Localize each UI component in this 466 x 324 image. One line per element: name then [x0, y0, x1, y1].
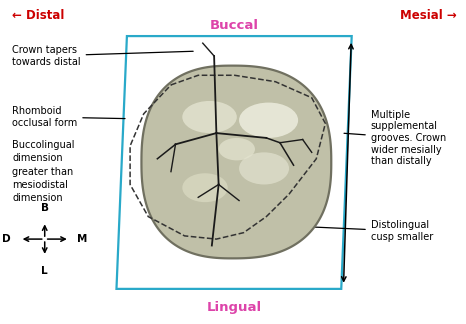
Text: D: D: [2, 234, 11, 244]
Text: ← Distal: ← Distal: [12, 9, 64, 22]
Text: B: B: [41, 203, 49, 214]
Ellipse shape: [239, 103, 298, 138]
Ellipse shape: [182, 173, 228, 202]
Text: L: L: [41, 266, 48, 276]
Text: M: M: [76, 234, 87, 244]
Text: Buccal: Buccal: [210, 19, 259, 32]
Text: Buccolingual
dimension
greater than
mesiodistal
dimension: Buccolingual dimension greater than mesi…: [12, 140, 75, 203]
Text: Rhomboid
occlusal form: Rhomboid occlusal form: [12, 106, 125, 128]
Ellipse shape: [219, 138, 255, 160]
Text: Crown tapers
towards distal: Crown tapers towards distal: [12, 45, 193, 67]
Text: Distolingual
cusp smaller: Distolingual cusp smaller: [299, 220, 433, 242]
Polygon shape: [142, 66, 331, 258]
Ellipse shape: [239, 152, 289, 184]
Text: Multiple
supplemental
grooves. Crown
wider mesially
than distally: Multiple supplemental grooves. Crown wid…: [344, 110, 446, 166]
Ellipse shape: [182, 101, 237, 133]
Text: Mesial →: Mesial →: [400, 9, 457, 22]
Text: Lingual: Lingual: [207, 301, 262, 314]
